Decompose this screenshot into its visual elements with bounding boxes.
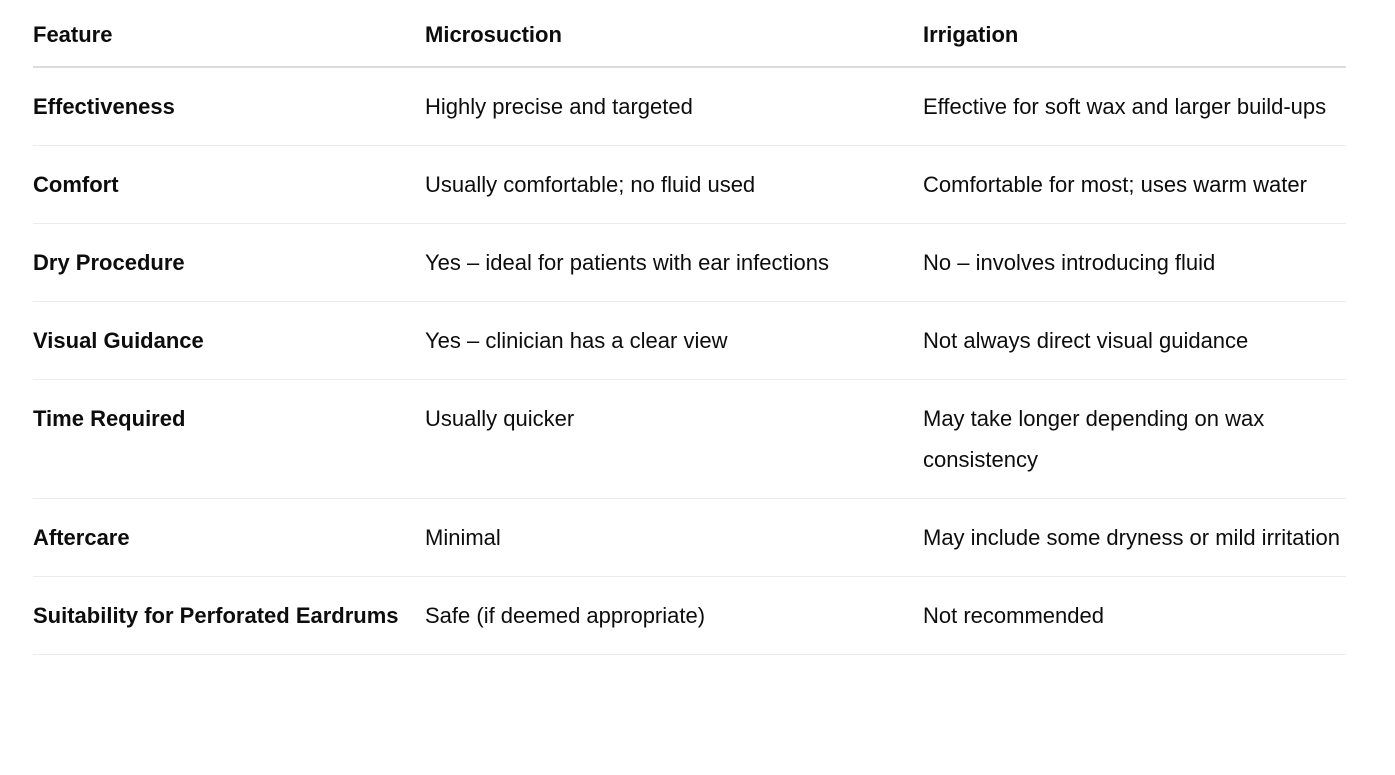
feature-cell: Aftercare xyxy=(33,498,425,577)
irrigation-cell: Not recommended xyxy=(923,576,1346,655)
microsuction-cell: Yes – clinician has a clear view xyxy=(425,301,923,380)
microsuction-cell: Highly precise and targeted xyxy=(425,67,923,146)
irrigation-cell: May include some dryness or mild irritat… xyxy=(923,498,1346,577)
feature-cell: Comfort xyxy=(33,145,425,224)
irrigation-cell: Not always direct visual guidance xyxy=(923,301,1346,380)
feature-cell: Effectiveness xyxy=(33,67,425,146)
microsuction-cell: Safe (if deemed appropriate) xyxy=(425,576,923,655)
microsuction-cell: Usually comfortable; no fluid used xyxy=(425,145,923,224)
table-row: Comfort Usually comfortable; no fluid use… xyxy=(33,145,1346,224)
header-feature: Feature xyxy=(33,0,425,68)
table-row: Time Required Usually quicker May take lon… xyxy=(33,379,1346,499)
table-row: Suitability for Perforated Eardrums Safe … xyxy=(33,576,1346,655)
header-irrigation: Irrigation xyxy=(923,0,1346,68)
table-row: Dry Procedure Yes – ideal for patients wi… xyxy=(33,223,1346,302)
table-row: Visual Guidance Yes – clinician has a cle… xyxy=(33,301,1346,380)
table-row: Effectiveness Highly precise and targeted… xyxy=(33,67,1346,146)
microsuction-cell: Usually quicker xyxy=(425,379,923,499)
irrigation-cell: Comfortable for most; uses warm water xyxy=(923,145,1346,224)
header-microsuction: Microsuction xyxy=(425,0,923,68)
comparison-table: Feature Microsuction Irrigation Effectiv… xyxy=(33,0,1346,655)
feature-cell: Visual Guidance xyxy=(33,301,425,380)
feature-cell: Time Required xyxy=(33,379,425,499)
feature-cell: Dry Procedure xyxy=(33,223,425,302)
microsuction-cell: Minimal xyxy=(425,498,923,577)
header-row: Feature Microsuction Irrigation xyxy=(33,0,1346,68)
irrigation-cell: No – involves introducing fluid xyxy=(923,223,1346,302)
feature-cell: Suitability for Perforated Eardrums xyxy=(33,576,425,655)
table-row: Aftercare Minimal May include some dryness… xyxy=(33,498,1346,577)
irrigation-cell: Effective for soft wax and larger build-… xyxy=(923,67,1346,146)
irrigation-cell: May take longer depending on wax consist… xyxy=(923,379,1346,499)
microsuction-cell: Yes – ideal for patients with ear infect… xyxy=(425,223,923,302)
